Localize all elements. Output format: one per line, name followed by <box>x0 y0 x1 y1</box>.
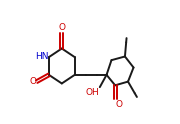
Text: O: O <box>58 23 65 32</box>
Text: OH: OH <box>86 88 99 97</box>
Text: O: O <box>116 100 123 109</box>
Text: O: O <box>29 77 36 86</box>
Text: HN: HN <box>35 52 48 61</box>
